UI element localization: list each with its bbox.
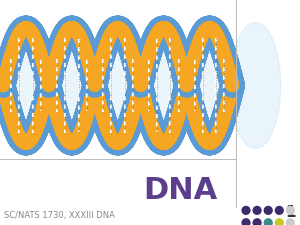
Ellipse shape	[92, 22, 143, 149]
Ellipse shape	[184, 22, 235, 149]
Circle shape	[253, 219, 261, 225]
Circle shape	[275, 207, 283, 214]
Text: SC/NATS 1730, XXXIII DNA: SC/NATS 1730, XXXIII DNA	[4, 211, 115, 220]
Ellipse shape	[46, 22, 97, 149]
Circle shape	[242, 207, 250, 214]
Circle shape	[242, 219, 250, 225]
Circle shape	[286, 219, 294, 225]
Circle shape	[264, 207, 272, 214]
Ellipse shape	[138, 22, 189, 149]
Text: 1: 1	[286, 205, 296, 220]
Ellipse shape	[230, 22, 281, 149]
Circle shape	[253, 207, 261, 214]
Ellipse shape	[1, 22, 51, 149]
Text: DNA: DNA	[143, 176, 217, 205]
Circle shape	[264, 219, 272, 225]
Circle shape	[275, 219, 283, 225]
Circle shape	[286, 207, 294, 214]
